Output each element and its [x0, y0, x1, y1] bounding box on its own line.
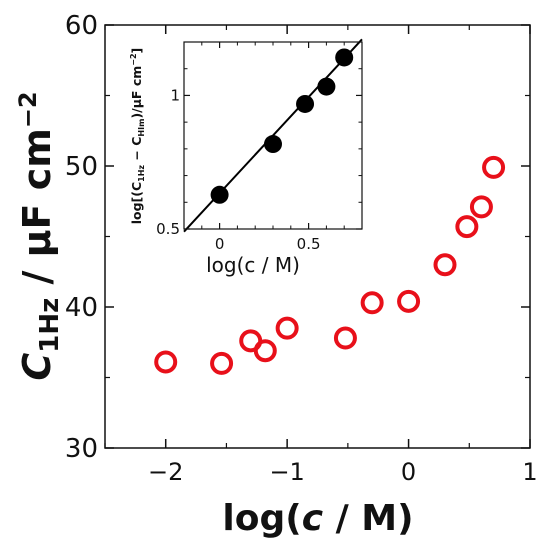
- main-data-point: [154, 350, 178, 374]
- main-x-title-prefix: log(: [222, 498, 301, 539]
- main-data-point: [455, 215, 479, 239]
- inset-y-title-part-3: )/μF cm: [129, 66, 144, 119]
- main-y-tick-label: 40: [65, 293, 98, 323]
- inset-tick-labels: 0 0.5 0.5 1: [156, 86, 320, 253]
- main-y-tick-label: 30: [65, 434, 98, 464]
- main-points: [154, 155, 506, 375]
- main-data-point: [253, 339, 277, 363]
- inset-ticks: [184, 42, 362, 230]
- inset-y-title-sub-1: 1Hz: [137, 165, 146, 182]
- inset-y-tick-label: 0.5: [156, 220, 180, 238]
- inset-x-tick-label: 0: [215, 235, 225, 253]
- main-data-point: [482, 155, 506, 179]
- inset-y-axis-title: log[(C1Hz − CHIm)/μF cm−2]: [129, 48, 146, 225]
- main-x-tick-label: −1: [269, 458, 304, 486]
- inset-x-axis-title: log(c / M): [206, 253, 300, 277]
- inset-chart: 0 0.5 0.5 1 log(c / M) log[(C1Hz − CHIm)/μF…: [129, 38, 363, 277]
- main-data-point: [333, 326, 357, 350]
- main-y-title-exponent: −2: [14, 91, 42, 128]
- inset-y-title-part-2: − C: [129, 137, 144, 165]
- main-x-tick-label: 0: [401, 458, 416, 486]
- inset-y-title-sub-2: HIm: [137, 119, 146, 137]
- main-tick-labels: −2 −1 0 1 30 40 50 60: [65, 11, 538, 486]
- main-y-title-subscript: 1Hz: [35, 298, 65, 353]
- main-data-point: [210, 351, 234, 375]
- inset-data-point: [296, 94, 315, 113]
- main-x-axis-title: log(c / M): [222, 498, 413, 539]
- main-x-title-variable: c: [302, 498, 323, 539]
- inset-y-title-exponent: −2: [129, 53, 138, 65]
- inset-data-point: [335, 48, 354, 67]
- inset-data-point: [317, 77, 336, 96]
- main-data-point: [360, 291, 384, 315]
- main-y-tick-label: 60: [65, 11, 98, 41]
- main-y-axis-title: C1Hz / μF cm−2: [14, 91, 65, 380]
- main-ticks: [104, 24, 531, 449]
- main-x-tick-label: −2: [148, 458, 183, 486]
- main-data-point: [433, 253, 457, 277]
- main-data-point: [397, 289, 421, 313]
- main-data-point: [469, 195, 493, 219]
- main-x-title-suffix: / M): [323, 498, 414, 539]
- inset-y-title-part-1: log[(C: [129, 182, 144, 224]
- main-x-tick-label: 1: [522, 458, 537, 486]
- inset-points: [210, 48, 354, 204]
- inset-data-point: [210, 185, 229, 204]
- main-y-title-units: / μF cm: [15, 128, 59, 298]
- inset-data-point: [264, 135, 282, 154]
- main-y-tick-label: 50: [65, 152, 98, 182]
- inset-y-tick-label: 1: [170, 86, 180, 104]
- main-data-point: [275, 316, 299, 340]
- inset-y-title-part-4: ]: [129, 48, 144, 54]
- inset-x-tick-label: 0.5: [297, 235, 321, 253]
- main-y-title-symbol: C: [15, 353, 59, 381]
